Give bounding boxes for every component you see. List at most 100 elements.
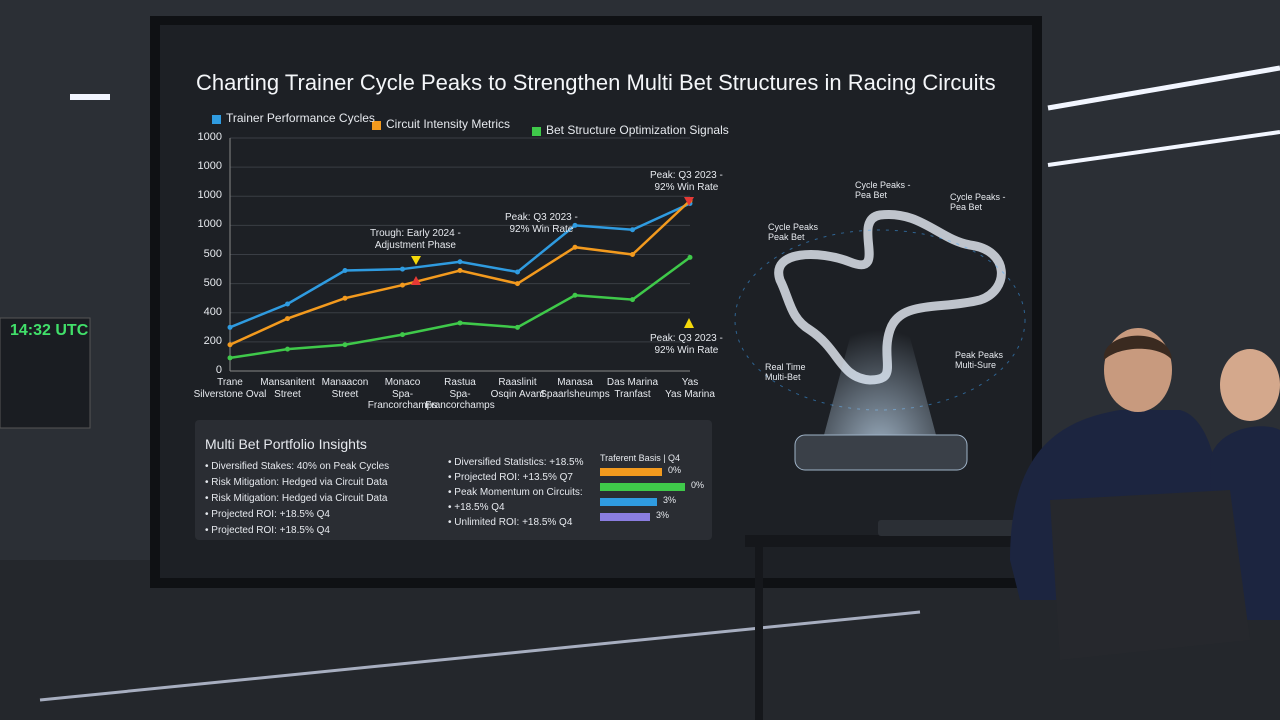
x-tick-label: Das Marina Tranfast: [606, 377, 659, 400]
insight-item: • +18.5% Q4: [448, 502, 505, 513]
x-tick-label: Mansanitent Street: [260, 377, 315, 400]
floor-light: [39, 610, 921, 702]
data-point: [630, 297, 635, 303]
data-point: [227, 342, 233, 348]
chart-title: Charting Trainer Cycle Peaks to Strength…: [196, 70, 996, 95]
y-tick-label: 0: [215, 364, 222, 376]
x-tick-label: Raaslinit Osqin Avant: [490, 377, 545, 400]
track-label: Cycle Peaks - Pea Bet: [950, 192, 1006, 213]
data-point: [630, 227, 635, 233]
track-label: Cycle Peaks Peak Bet: [768, 222, 819, 243]
bar-label: 0%: [691, 480, 705, 490]
x-tick-label: Manaacon Street: [321, 377, 369, 400]
track-label: Real Time Multi-Bet: [765, 362, 806, 383]
annotation-marker: [411, 276, 421, 285]
legend-swatch: [372, 121, 381, 130]
insight-item: • Diversified Stakes: 40% on Peak Cycles: [205, 461, 390, 472]
data-point: [630, 252, 635, 257]
data-point: [342, 268, 348, 274]
insight-bar: [600, 468, 662, 476]
ceiling-light: [1047, 65, 1280, 111]
data-point: [342, 295, 348, 301]
annotation: Peak: Q3 2023 - 92% Win Rate: [650, 333, 723, 356]
track-label: Cycle Peaks - Pea Bet: [855, 180, 911, 201]
console: [878, 520, 1038, 536]
annotation: Peak: Q3 2023 - 92% Win Rate: [505, 212, 578, 235]
insight-bar: [600, 498, 657, 506]
data-point: [457, 268, 463, 274]
x-tick-label: Manasa Spaarlsheumps: [540, 377, 610, 400]
data-point: [400, 332, 405, 338]
x-tick-label: Trane Silverstone Oval: [193, 377, 267, 400]
track-label: Peak Peaks Multi-Sure: [955, 350, 1004, 371]
insight-item: • Risk Mitigation: Hedged via Circuit Da…: [205, 493, 388, 504]
data-point: [227, 355, 233, 361]
insight-item: • Diversified Statistics: +18.5%: [448, 457, 584, 468]
data-point: [400, 282, 405, 288]
y-tick-label: 1000: [197, 218, 222, 231]
desk-leg: [755, 545, 763, 720]
annotation-marker: [684, 197, 694, 206]
annotation: Peak: Q3 2023 - 92% Win Rate: [650, 170, 723, 193]
y-tick-label: 400: [203, 305, 222, 318]
data-point: [515, 324, 520, 330]
x-tick-label: Yas Yas Marina: [665, 377, 715, 400]
legend-label: Trainer Performance Cycles: [226, 111, 375, 125]
insight-bar: [600, 513, 650, 521]
data-point: [342, 342, 348, 348]
data-point: [285, 316, 290, 322]
person-hair: [1103, 335, 1172, 360]
x-tick-label: Monaco Spa-Francorchamps: [367, 377, 438, 411]
bars-title: Traferent Basis | Q4: [600, 453, 681, 463]
bar-label: 3%: [656, 510, 670, 520]
legend-swatch: [532, 127, 541, 136]
annotation-marker: [411, 256, 421, 265]
panel-title: Multi Bet Portfolio Insights: [205, 436, 367, 452]
insight-item: • Projected ROI: +13.5% Q7: [448, 472, 573, 483]
data-point: [572, 292, 578, 298]
annotation: Trough: Early 2024 - Adjustment Phase: [370, 228, 461, 251]
data-point: [457, 320, 463, 326]
data-point: [515, 281, 520, 287]
orbit: [734, 229, 1026, 411]
data-point: [457, 259, 463, 265]
annotation-marker: [684, 318, 694, 328]
insight-bar: [600, 483, 685, 491]
clock: 14:32 UTC: [10, 322, 89, 339]
data-point: [572, 244, 578, 250]
hologram-beam: [820, 300, 940, 450]
ceiling-light: [1047, 130, 1280, 167]
bar-label: 0%: [668, 465, 682, 475]
y-tick-label: 1000: [197, 189, 222, 202]
data-point: [227, 324, 233, 330]
data-point: [687, 254, 693, 260]
insight-item: • Peak Momentum on Circuits:: [448, 487, 583, 498]
data-point: [515, 269, 520, 275]
chair: [1050, 490, 1250, 660]
person-head: [1220, 349, 1280, 421]
data-point: [285, 346, 290, 352]
desk: [745, 535, 1095, 547]
y-tick-label: 500: [203, 276, 222, 289]
insight-item: • Projected ROI: +18.5% Q4: [205, 525, 330, 536]
y-tick-label: 500: [203, 247, 222, 260]
insight-item: • Projected ROI: +18.5% Q4: [205, 509, 330, 520]
insight-item: • Unlimited ROI: +18.5% Q4: [448, 517, 573, 528]
data-point: [572, 222, 578, 228]
legend-swatch: [212, 115, 221, 124]
data-point: [285, 301, 290, 307]
data-point: [400, 266, 405, 272]
y-tick-label: 200: [203, 334, 222, 347]
bar-label: 3%: [663, 495, 677, 505]
x-tick-label: Rastua Spa-Francorchamps: [425, 377, 495, 411]
y-tick-label: 1000: [197, 131, 222, 143]
rack: [0, 317, 91, 429]
insight-item: • Risk Mitigation: Hedged via Circuit Da…: [205, 477, 388, 488]
legend-label: Circuit Intensity Metrics: [386, 117, 511, 131]
ceiling-light: [70, 94, 110, 100]
y-tick-label: 1000: [197, 160, 222, 173]
projector: [794, 434, 968, 471]
insights-panel: [195, 420, 712, 540]
